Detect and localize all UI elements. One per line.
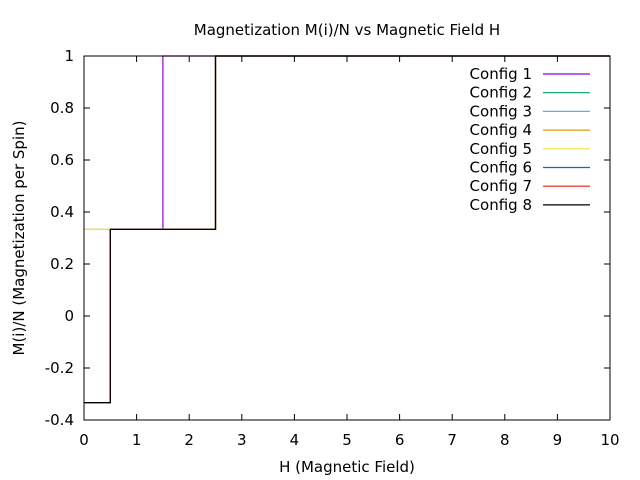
legend-label: Config 3 bbox=[470, 102, 532, 120]
legend-label: Config 1 bbox=[470, 65, 532, 83]
plot-frame bbox=[83, 55, 611, 421]
x-tick-label: 4 bbox=[290, 431, 300, 449]
x-tick-label: 1 bbox=[132, 431, 142, 449]
legend-label: Config 5 bbox=[470, 140, 532, 158]
x-tick-label: 10 bbox=[600, 431, 619, 449]
y-axis-label: M(i)/N (Magnetization per Spin) bbox=[10, 121, 28, 356]
x-tick-label: 2 bbox=[184, 431, 194, 449]
x-tick-label: 0 bbox=[79, 431, 89, 449]
legend-label: Config 4 bbox=[470, 121, 532, 139]
y-tick-label: 1 bbox=[64, 47, 74, 65]
y-tick-label: 0.8 bbox=[50, 99, 74, 117]
legend-label: Config 8 bbox=[470, 196, 532, 214]
y-tick-label: 0.4 bbox=[50, 203, 74, 221]
x-tick-label: 7 bbox=[447, 431, 457, 449]
series-layer bbox=[84, 55, 610, 404]
chart-title: Magnetization M(i)/N vs Magnetic Field H bbox=[194, 21, 500, 39]
x-axis-label: H (Magnetic Field) bbox=[279, 458, 415, 476]
x-tick-label: 6 bbox=[395, 431, 405, 449]
x-tick-label: 9 bbox=[553, 431, 563, 449]
legend-label: Config 2 bbox=[470, 84, 532, 102]
legend-label: Config 6 bbox=[470, 159, 532, 177]
y-tick-label: 0.2 bbox=[50, 255, 74, 273]
y-tick-label: 0.6 bbox=[50, 151, 74, 169]
tick-layer: 0 1 2 3 4 5 6 7 8 9 10 -0.4 -0.2 0 0.2 0.4 0.6 0.8 1 bbox=[45, 47, 620, 449]
y-tick-label: 0 bbox=[64, 307, 74, 325]
y-tick-label: -0.2 bbox=[45, 359, 74, 377]
x-tick-label: 8 bbox=[500, 431, 510, 449]
legend-label: Config 7 bbox=[470, 177, 532, 195]
x-tick-label: 3 bbox=[237, 431, 247, 449]
y-tick-label: -0.4 bbox=[45, 411, 74, 429]
x-tick-label: 5 bbox=[342, 431, 352, 449]
